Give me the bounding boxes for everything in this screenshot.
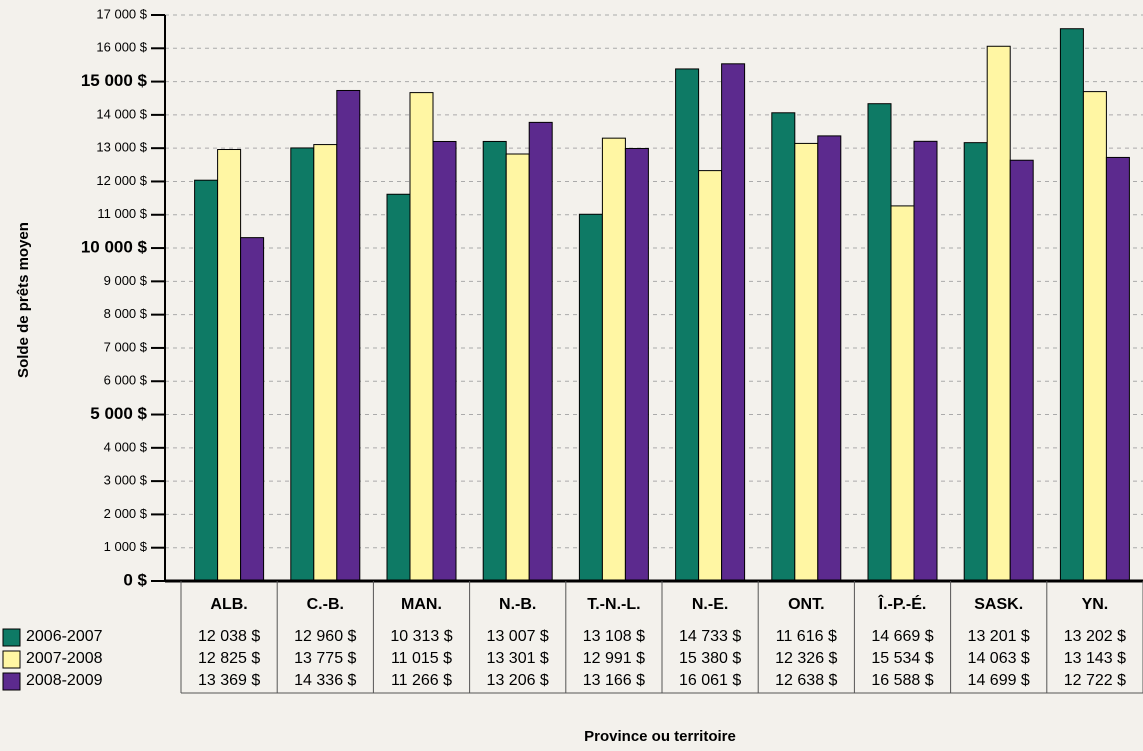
table-value: 14 336 $ (294, 672, 356, 689)
bar (1059, 28, 1084, 582)
y-tick-label: 12 000 $ (96, 173, 147, 188)
y-tick-label: 17 000 $ (96, 6, 147, 21)
x-tick-label: Î.-P.-É. (878, 594, 927, 613)
bar (386, 193, 411, 582)
table-value: 12 638 $ (775, 672, 837, 689)
legend-label: 2007-2008 (26, 650, 103, 667)
bar (240, 237, 265, 582)
bar (963, 142, 988, 582)
bar (817, 135, 842, 582)
table-value: 10 313 $ (390, 628, 452, 645)
x-tick-label: MAN. (401, 596, 442, 613)
table-value: 13 007 $ (487, 628, 549, 645)
y-tick-label: 10 000 $ (81, 238, 148, 257)
table-value: 11 616 $ (776, 628, 837, 645)
y-tick-label: 1 000 $ (104, 539, 148, 554)
table-value: 13 166 $ (583, 672, 645, 689)
table-value: 14 733 $ (679, 628, 741, 645)
y-tick-label: 3 000 $ (104, 473, 148, 488)
y-tick-label: 13 000 $ (96, 140, 147, 155)
table-value: 13 143 $ (1064, 650, 1126, 667)
table-value: 13 206 $ (487, 672, 549, 689)
bar (675, 68, 700, 582)
x-tick-label: ONT. (788, 596, 824, 613)
table-value: 12 825 $ (198, 650, 260, 667)
bar (505, 153, 530, 582)
table-value: 13 775 $ (294, 650, 356, 667)
bar (986, 45, 1011, 582)
table-value: 14 669 $ (871, 628, 933, 645)
x-tick-label: N.-B. (499, 596, 536, 613)
legend-swatch (2, 628, 21, 647)
bar (578, 213, 603, 582)
bar (721, 63, 746, 582)
y-tick-label: 14 000 $ (96, 106, 147, 121)
x-tick-label: C.-B. (307, 596, 344, 613)
bar (890, 205, 915, 582)
x-tick-label: SASK. (974, 596, 1023, 613)
bar (601, 137, 626, 582)
bar (913, 140, 938, 582)
table-value: 13 369 $ (198, 672, 260, 689)
table-value: 12 038 $ (198, 628, 260, 645)
table-value: 13 202 $ (1064, 628, 1126, 645)
y-tick-label: 8 000 $ (104, 306, 148, 321)
y-tick-label: 4 000 $ (104, 439, 148, 454)
legend-swatch (2, 672, 21, 691)
table-value: 15 380 $ (679, 650, 741, 667)
bar (698, 170, 723, 582)
y-tick-label: 16 000 $ (96, 40, 147, 55)
table-value: 12 960 $ (294, 628, 356, 645)
table-value: 12 991 $ (583, 650, 645, 667)
table-value: 13 301 $ (487, 650, 549, 667)
y-tick-label: 0 $ (123, 570, 147, 589)
bar (771, 112, 796, 582)
bar (217, 149, 242, 582)
table-value: 11 266 $ (391, 672, 452, 689)
y-axis-label: Solde de prêts moyen (15, 222, 32, 378)
x-tick-label: ALB. (210, 596, 247, 613)
legend-label: 2006-2007 (26, 628, 103, 645)
bar (624, 147, 649, 582)
table-value: 12 722 $ (1064, 672, 1126, 689)
bar (867, 103, 892, 582)
table-value: 13 201 $ (968, 628, 1030, 645)
table-value: 14 063 $ (968, 650, 1030, 667)
bar (1009, 159, 1034, 582)
x-tick-label: N.-E. (692, 596, 728, 613)
y-tick-label: 15 000 $ (81, 71, 148, 90)
x-tick-label: YN. (1082, 596, 1109, 613)
y-tick-label: 9 000 $ (104, 273, 148, 288)
bar (482, 140, 507, 582)
table-value: 14 699 $ (968, 672, 1030, 689)
bar (336, 89, 361, 582)
y-tick-label: 7 000 $ (104, 339, 148, 354)
bar (1082, 91, 1107, 582)
legend-swatch (2, 650, 21, 669)
y-tick-label: 11 000 $ (97, 206, 147, 221)
x-tick-label: T.-N.-L. (587, 596, 640, 613)
bar (528, 121, 553, 582)
bar (290, 147, 315, 582)
y-tick-label: 5 000 $ (90, 404, 147, 423)
table-value: 15 534 $ (871, 650, 933, 667)
bar (1105, 156, 1130, 582)
bar (794, 142, 819, 582)
y-tick-label: 2 000 $ (104, 506, 148, 521)
y-tick-label: 6 000 $ (104, 373, 148, 388)
x-axis-label: Province ou territoire (584, 728, 736, 745)
bar (432, 140, 457, 582)
table-value: 11 015 $ (391, 650, 452, 667)
table-value: 16 588 $ (871, 672, 933, 689)
bar (409, 92, 434, 582)
table-value: 16 061 $ (679, 672, 741, 689)
table-value: 13 108 $ (583, 628, 645, 645)
bar (313, 144, 338, 582)
bar (194, 179, 219, 582)
table-value: 12 326 $ (775, 650, 837, 667)
legend-label: 2008-2009 (26, 672, 103, 689)
